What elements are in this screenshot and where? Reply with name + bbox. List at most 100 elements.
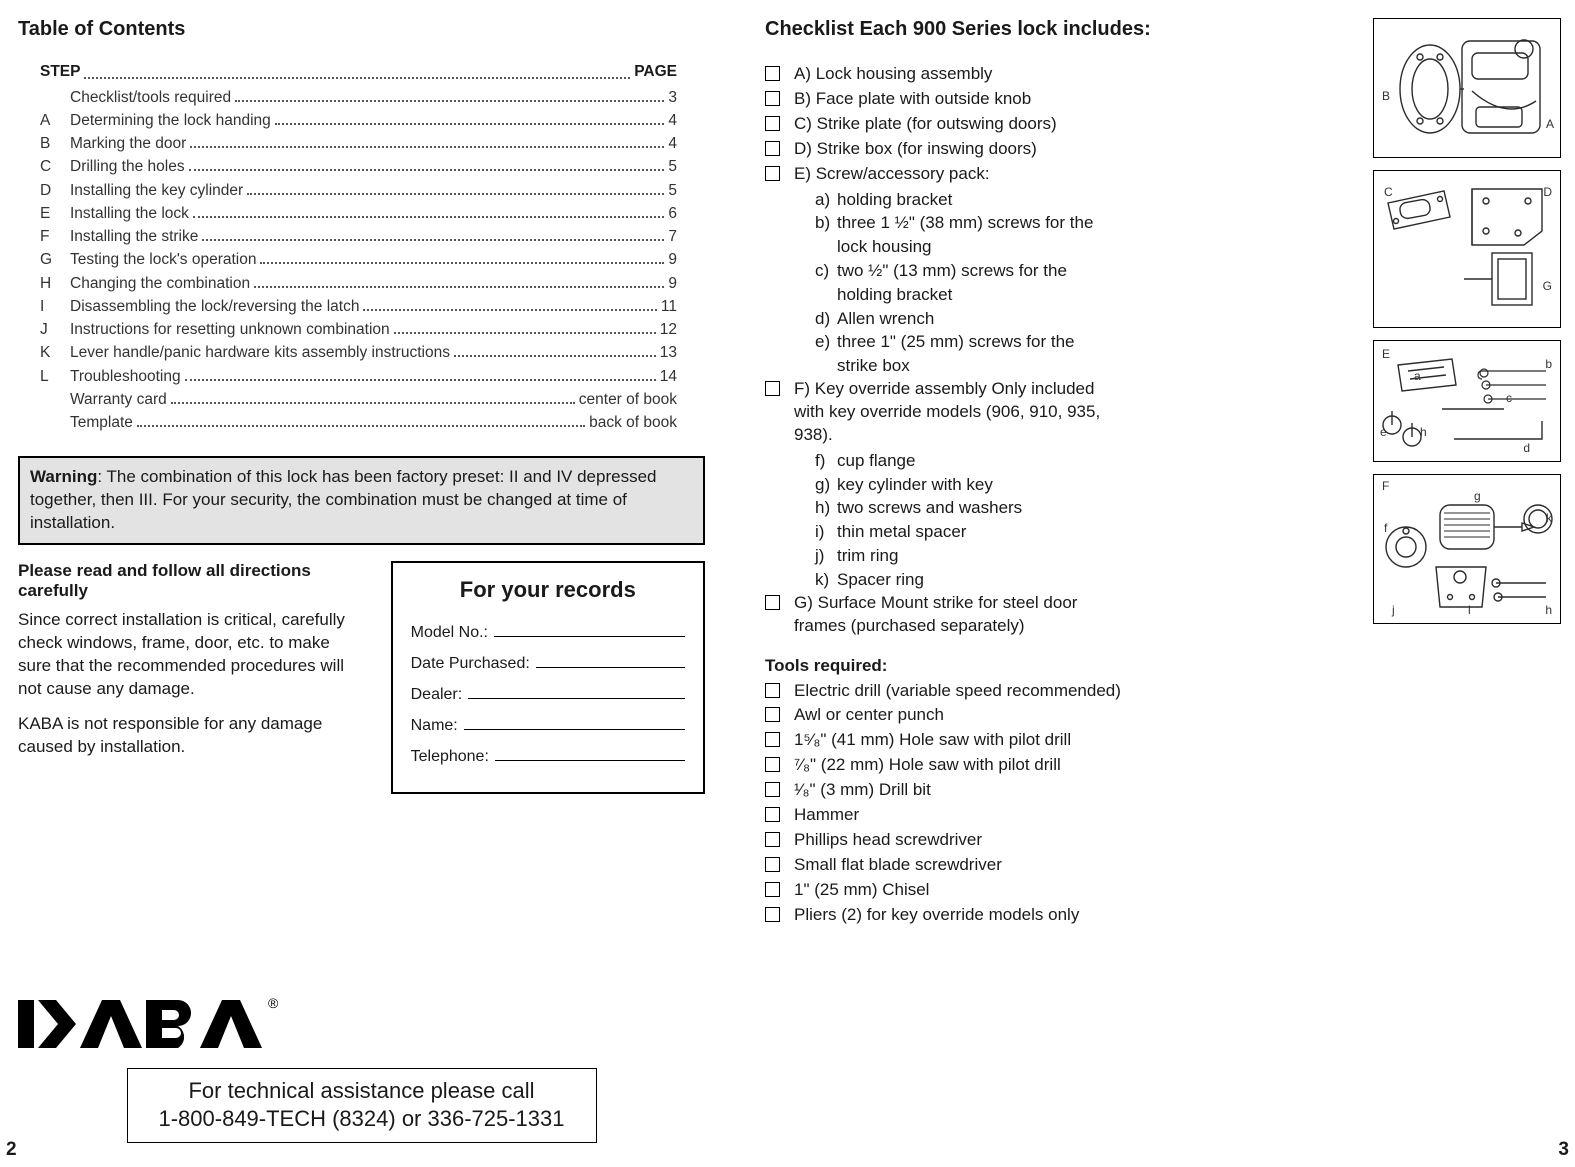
sub-letter: f) <box>815 449 837 473</box>
sub-letter: j) <box>815 544 837 568</box>
diagram-box-3: E a b c d e h <box>1373 340 1561 462</box>
diagram-2-svg <box>1374 171 1560 327</box>
left-page: Table of Contents STEP PAGE Checklist/to… <box>0 0 735 1167</box>
sub-text: holding bracket <box>837 188 1115 212</box>
toc-dots <box>185 365 656 381</box>
toc-page: center of book <box>579 388 677 411</box>
tools-heading: Tools required: <box>765 656 1115 676</box>
toc-letter: L <box>40 365 70 388</box>
toc-title: Instructions for resetting unknown combi… <box>70 318 390 341</box>
toc-page: 4 <box>668 109 677 132</box>
toc-letter: A <box>40 109 70 132</box>
assist-line1: For technical assistance please call <box>140 1077 584 1105</box>
diagram-4-svg <box>1374 475 1560 623</box>
checkbox-icon <box>765 832 780 847</box>
logo-area: ® For technical assistance please call 1… <box>18 994 705 1143</box>
records-line <box>536 652 685 668</box>
assist-line2: 1-800-849-TECH (8324) or 336-725-1331 <box>140 1105 584 1133</box>
toc-letter: G <box>40 248 70 271</box>
checklist-subrow: a)holding bracket <box>815 188 1115 212</box>
tool-text: 1" (25 mm) Chisel <box>794 879 1125 902</box>
diagram4-label-j: j <box>1392 603 1395 617</box>
toc-letter: K <box>40 341 70 364</box>
toc-row: BMarking the door4 <box>40 132 677 155</box>
sub-letter: d) <box>815 307 837 331</box>
toc-row: KLever handle/panic hardware kits assemb… <box>40 341 677 364</box>
svg-text:®: ® <box>268 995 279 1011</box>
toc-dots <box>189 156 665 172</box>
tool-row: 1" (25 mm) Chisel <box>765 879 1125 902</box>
sub-text: key cylinder with key <box>837 473 1115 497</box>
toc-page: 9 <box>668 272 677 295</box>
checklist-column: A) Lock housing assemblyB) Face plate wi… <box>765 63 1115 638</box>
diagram1-label-B: B <box>1382 89 1390 103</box>
tool-text: Small flat blade screwdriver <box>794 854 1125 877</box>
diagram-column: B A C D G <box>1373 18 1561 624</box>
checklist-text: B) Face plate with outside knob <box>794 88 1115 111</box>
records-row: Name: <box>411 714 685 735</box>
tool-row: Pliers (2) for key override models only <box>765 904 1125 927</box>
checklist-row: C) Strike plate (for outswing doors) <box>765 113 1115 136</box>
checklist-subrow: b)three 1 ½" (38 mm) screws for the lock… <box>815 211 1115 259</box>
checklist-text: F) Key override assembly Only included w… <box>794 378 1115 447</box>
toc-dots <box>260 249 664 265</box>
tool-row: Awl or center punch <box>765 704 1125 727</box>
toc-row: ADetermining the lock handing4 <box>40 109 677 132</box>
toc-title: Changing the combination <box>70 272 250 295</box>
toc-letter: F <box>40 225 70 248</box>
checklist-subrow: k)Spacer ring <box>815 568 1115 592</box>
toc-row: EInstalling the lock6 <box>40 202 677 225</box>
checklist-subrow: g)key cylinder with key <box>815 473 1115 497</box>
toc-letter: C <box>40 155 70 178</box>
toc-page: 5 <box>668 179 677 202</box>
toc-dots <box>190 133 664 149</box>
records-line <box>494 621 685 637</box>
toc-head-page: PAGE <box>634 63 677 82</box>
sub-text: thin metal spacer <box>837 520 1115 544</box>
checklist-subrow: j)trim ring <box>815 544 1115 568</box>
diagram3-label-d: d <box>1523 441 1530 455</box>
toc-dots <box>363 295 656 311</box>
checkbox-icon <box>765 857 780 872</box>
checklist-subrow: d)Allen wrench <box>815 307 1115 331</box>
toc-letter: J <box>40 318 70 341</box>
toc-row: LTroubleshooting14 <box>40 365 677 388</box>
sub-text: Allen wrench <box>837 307 1115 331</box>
checklist-row: E) Screw/accessory pack: <box>765 163 1115 186</box>
checkbox-icon <box>765 116 780 131</box>
records-line <box>495 745 685 761</box>
sub-letter: g) <box>815 473 837 497</box>
toc-row: FInstalling the strike7 <box>40 225 677 248</box>
toc-row: GTesting the lock's operation9 <box>40 248 677 271</box>
tool-row: ⁷⁄₈" (22 mm) Hole saw with pilot drill <box>765 754 1125 777</box>
assistance-box: For technical assistance please call 1-8… <box>127 1068 597 1143</box>
checkbox-icon <box>765 782 780 797</box>
toc-row: HChanging the combination9 <box>40 272 677 295</box>
checklist-subrow: i)thin metal spacer <box>815 520 1115 544</box>
tool-row: Hammer <box>765 804 1125 827</box>
toc-row: Templateback of book <box>40 411 677 434</box>
directions-p1: Since correct installation is critical, … <box>18 609 359 701</box>
warning-label: Warning <box>30 467 97 486</box>
sub-letter: h) <box>815 496 837 520</box>
diagram3-label-e: e <box>1380 425 1387 439</box>
toc-page: 6 <box>668 202 677 225</box>
sub-letter: c) <box>815 259 837 307</box>
records-title: For your records <box>411 577 685 603</box>
toc-letter: D <box>40 179 70 202</box>
checklist-text: E) Screw/accessory pack: <box>794 163 1115 186</box>
toc-title: Installing the lock <box>70 202 189 225</box>
tool-row: ¹⁄₈" (3 mm) Drill bit <box>765 779 1125 802</box>
toc-dots <box>235 86 664 102</box>
diagram3-label-h: h <box>1420 425 1427 439</box>
checklist-row: D) Strike box (for inswing doors) <box>765 138 1115 161</box>
directions-column: Please read and follow all directions ca… <box>18 561 359 794</box>
tool-text: ¹⁄₈" (3 mm) Drill bit <box>794 779 1125 802</box>
toc-dots <box>275 109 665 125</box>
checklist-text: G) Surface Mount strike for steel door f… <box>794 592 1115 638</box>
toc-dots <box>394 319 656 335</box>
checklist-subrow: c)two ½" (13 mm) screws for the holding … <box>815 259 1115 307</box>
sub-text: two ½" (13 mm) screws for the holding br… <box>837 259 1115 307</box>
sub-text: Spacer ring <box>837 568 1115 592</box>
kaba-logo: ® <box>18 994 280 1054</box>
